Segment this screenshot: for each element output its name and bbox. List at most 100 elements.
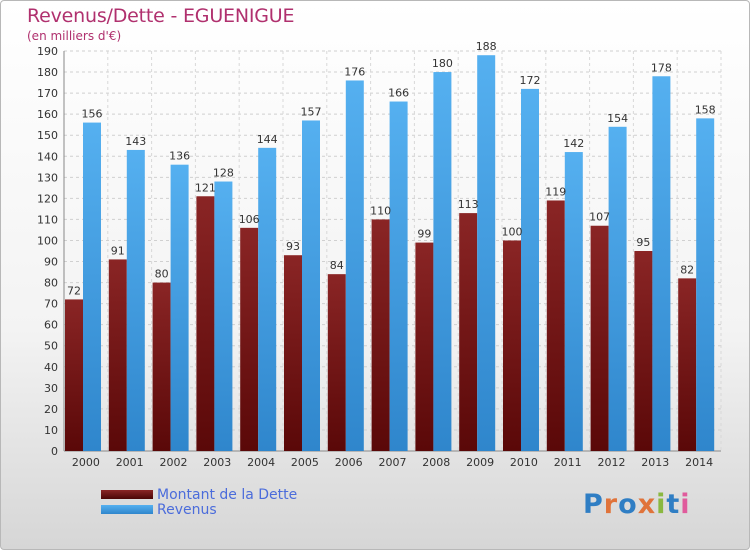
value-label: 80 <box>155 268 169 281</box>
value-label: 128 <box>213 167 234 180</box>
legend-swatch-revenus <box>101 505 153 514</box>
logo-letter: r <box>603 489 619 520</box>
y-tick-label: 150 <box>37 129 58 142</box>
bar-revenus <box>477 55 496 452</box>
legend-swatch-dette <box>101 490 153 499</box>
value-label: 188 <box>476 40 497 53</box>
y-tick-label: 10 <box>44 424 58 437</box>
bar-dette <box>240 227 259 451</box>
y-tick-label: 70 <box>44 298 58 311</box>
bar-dette <box>196 196 215 451</box>
legend-item-dette: Montant de la Dette <box>101 486 298 503</box>
y-tick-label: 130 <box>37 171 58 184</box>
bar-revenus <box>564 152 583 452</box>
bar-revenus <box>696 118 715 452</box>
x-tick-label: 2009 <box>466 456 494 469</box>
y-tick-label: 180 <box>37 66 58 79</box>
value-label: 154 <box>607 112 628 125</box>
x-tick-label: 2010 <box>510 456 538 469</box>
y-tick-label: 50 <box>44 340 58 353</box>
chart-subtitle: (en milliers d'€) <box>27 29 122 43</box>
bar-dette <box>634 251 653 451</box>
y-tick-label: 190 <box>37 45 58 58</box>
value-label: 113 <box>458 198 479 211</box>
bar-dette <box>546 200 565 451</box>
bar-dette <box>459 213 478 451</box>
y-tick-label: 30 <box>44 382 58 395</box>
legend-label-dette: Montant de la Dette <box>157 486 298 503</box>
value-label: 144 <box>257 133 278 146</box>
bar-dette <box>415 242 434 451</box>
logo-letter: P <box>583 489 604 520</box>
value-label: 156 <box>82 108 103 121</box>
x-tick-label: 2006 <box>335 456 363 469</box>
y-tick-label: 110 <box>37 213 58 226</box>
bar-dette <box>284 255 302 451</box>
x-tick-label: 2003 <box>203 456 231 469</box>
logo-letter: x <box>637 489 657 520</box>
bar-revenus <box>652 76 671 452</box>
bar-revenus <box>126 149 145 451</box>
bar-marks <box>65 55 715 452</box>
x-tick-label: 2007 <box>379 456 407 469</box>
logo-letter: i <box>680 489 691 520</box>
y-tick-label: 90 <box>44 256 58 269</box>
y-tick-label: 140 <box>37 150 58 163</box>
bar-dette <box>108 259 127 451</box>
bar-dette <box>678 278 697 451</box>
value-label: 72 <box>67 284 81 297</box>
value-label: 157 <box>301 105 322 118</box>
y-tick-label: 80 <box>44 277 58 290</box>
chart-title: Revenus/Dette - EGUENIGUE <box>27 5 295 27</box>
x-axis-ticks: 2000 2001 2002 2003 2004 2005 2006 2007 2008 2009… <box>72 456 713 469</box>
y-tick-label: 100 <box>37 234 58 247</box>
legend-item-revenus: Revenus <box>101 501 297 518</box>
value-label: 93 <box>286 240 300 253</box>
bar-dette <box>65 299 83 451</box>
value-label: 136 <box>169 150 190 163</box>
value-label: 143 <box>125 135 146 148</box>
bar-revenus <box>608 126 627 451</box>
bar-revenus <box>258 147 277 451</box>
bar-revenus <box>389 101 408 452</box>
value-label: 84 <box>330 259 344 272</box>
x-tick-label: 2002 <box>160 456 188 469</box>
y-tick-label: 160 <box>37 108 58 121</box>
y-tick-label: 40 <box>44 361 58 374</box>
value-label: 106 <box>239 213 260 226</box>
bar-revenus <box>345 80 364 451</box>
legend-label-revenus: Revenus <box>157 501 217 518</box>
value-label: 110 <box>370 204 391 217</box>
y-tick-label: 120 <box>37 192 58 205</box>
x-tick-label: 2008 <box>422 456 450 469</box>
bar-dette <box>152 282 171 451</box>
value-label: 95 <box>636 236 650 249</box>
logo-letter: o <box>618 489 638 520</box>
bar-revenus <box>521 88 539 451</box>
bar-revenus <box>433 72 452 451</box>
x-tick-label: 2004 <box>247 456 275 469</box>
value-label: 158 <box>695 103 716 116</box>
x-tick-label: 2005 <box>291 456 319 469</box>
y-tick-label: 0 <box>51 445 58 458</box>
bar-revenus <box>302 120 320 451</box>
logo-letter: t <box>666 489 681 520</box>
x-tick-label: 2000 <box>72 456 100 469</box>
x-tick-label: 2011 <box>554 456 582 469</box>
value-label: 178 <box>651 61 672 74</box>
x-tick-label: 2012 <box>598 456 626 469</box>
logo-letter: i <box>656 489 667 520</box>
bar-dette <box>327 274 346 451</box>
value-label: 142 <box>563 137 584 150</box>
legend: Montant de la Dette Revenus <box>101 486 298 518</box>
bar-dette <box>371 219 390 451</box>
bar-dette <box>503 240 521 451</box>
value-label: 172 <box>520 74 541 87</box>
y-tick-label: 170 <box>37 87 58 100</box>
y-tick-label: 20 <box>44 403 58 416</box>
y-axis-ticks: 0 10 20 30 40 50 60 70 80 90 100 110 120 130 140 150 160… <box>37 45 58 458</box>
value-label: 166 <box>388 87 409 100</box>
